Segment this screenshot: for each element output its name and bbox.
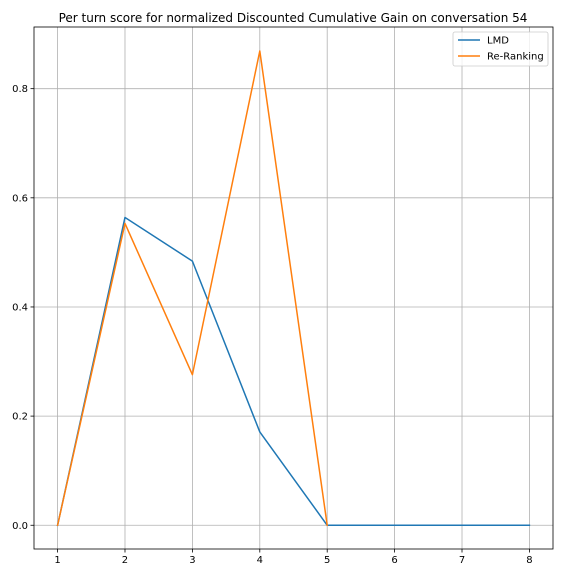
series-line-re-ranking [56,50,329,527]
x-tick-label: 6 [391,555,397,566]
x-tick-label: 7 [459,555,465,566]
x-tick-label: 4 [257,555,263,566]
plot-frame [33,26,554,550]
x-tick-label: 8 [526,555,532,566]
series-line-lmd [56,216,531,527]
y-tick-label: 0.4 [12,302,28,313]
series-lines [56,50,531,527]
y-tick-label: 0.6 [12,193,28,204]
x-tick-label: 3 [189,555,195,566]
grid [34,27,553,549]
x-tick-label: 2 [122,555,128,566]
chart-title: Per turn score for normalized Discounted… [59,11,528,25]
y-tick-label: 0.0 [12,521,28,532]
legend: LMD Re-Ranking [452,31,549,67]
axis-ticks: 1 2 3 4 5 6 7 8 0.0 0.2 0.4 0.6 0.8 [12,84,533,566]
legend-label-re-ranking: Re-Ranking [487,52,544,63]
x-tick-label: 1 [54,555,60,566]
x-tick-label: 5 [324,555,330,566]
y-tick-label: 0.2 [12,412,28,423]
y-tick-label: 0.8 [12,84,28,95]
legend-label-lmd: LMD [487,36,509,47]
